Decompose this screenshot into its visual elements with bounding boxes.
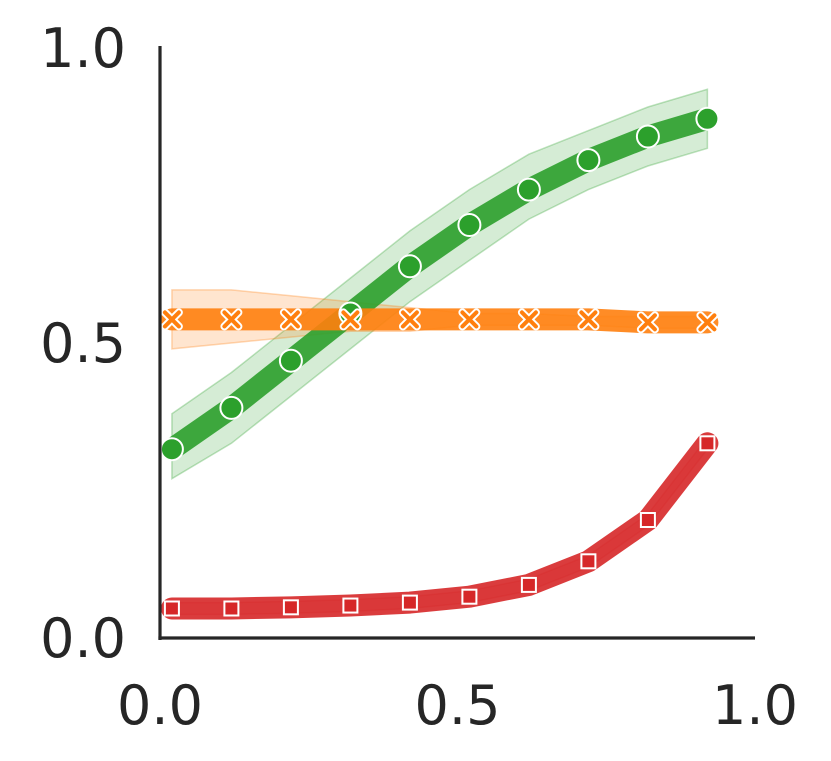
series-0-point-6 — [516, 177, 541, 202]
series-1-point-2 — [279, 308, 302, 331]
series-2-point-5 — [461, 588, 478, 605]
series-0-point-5 — [457, 213, 482, 237]
series-0-point-1 — [219, 395, 244, 420]
x-tick-label-2: 1.0 — [712, 674, 798, 737]
series-markers — [159, 106, 720, 617]
series-lines — [160, 107, 719, 620]
series-2-point-4 — [401, 594, 418, 611]
series-2-point-0 — [163, 600, 180, 617]
series-0-confidence-band — [171, 88, 709, 481]
series-1-point-6 — [517, 308, 540, 331]
x-tick-label-1: 0.5 — [415, 674, 501, 737]
y-tick-label-1: 0.5 — [40, 312, 126, 375]
series-1-point-3 — [339, 308, 362, 331]
series-2-point-3 — [342, 597, 359, 614]
series-2-point-6 — [520, 576, 537, 593]
series-0-point-8 — [635, 124, 660, 149]
series-2-point-2 — [282, 599, 299, 616]
series-2-point-7 — [580, 553, 597, 570]
series-0-point-2 — [278, 348, 303, 373]
y-axis-ticks: 0.0 0.5 1.0 — [40, 17, 126, 670]
series-1-point-5 — [458, 308, 481, 331]
series-2-line — [160, 432, 719, 620]
series-2-point-9 — [699, 435, 716, 452]
series-2-point-1 — [223, 600, 240, 617]
series-0-point-7 — [576, 148, 601, 173]
x-axis-ticks: 0.0 0.5 1.0 — [117, 674, 798, 737]
series-1-point-1 — [220, 308, 243, 331]
series-0-point-9 — [695, 106, 720, 131]
series-0-point-4 — [397, 254, 422, 279]
series-0-point-0 — [159, 437, 184, 462]
series-1-point-4 — [398, 308, 421, 331]
y-tick-label-2: 1.0 — [40, 17, 126, 80]
series-2-point-8 — [639, 512, 656, 528]
series-1-point-7 — [577, 308, 600, 331]
x-tick-label-0: 0.0 — [117, 674, 203, 737]
series-1-point-9 — [696, 311, 719, 334]
series-1-line — [160, 308, 719, 334]
y-tick-label-0: 0.0 — [40, 607, 126, 670]
series-1-point-0 — [160, 308, 183, 331]
series-0-line — [160, 107, 719, 461]
series-1-point-8 — [636, 311, 659, 334]
